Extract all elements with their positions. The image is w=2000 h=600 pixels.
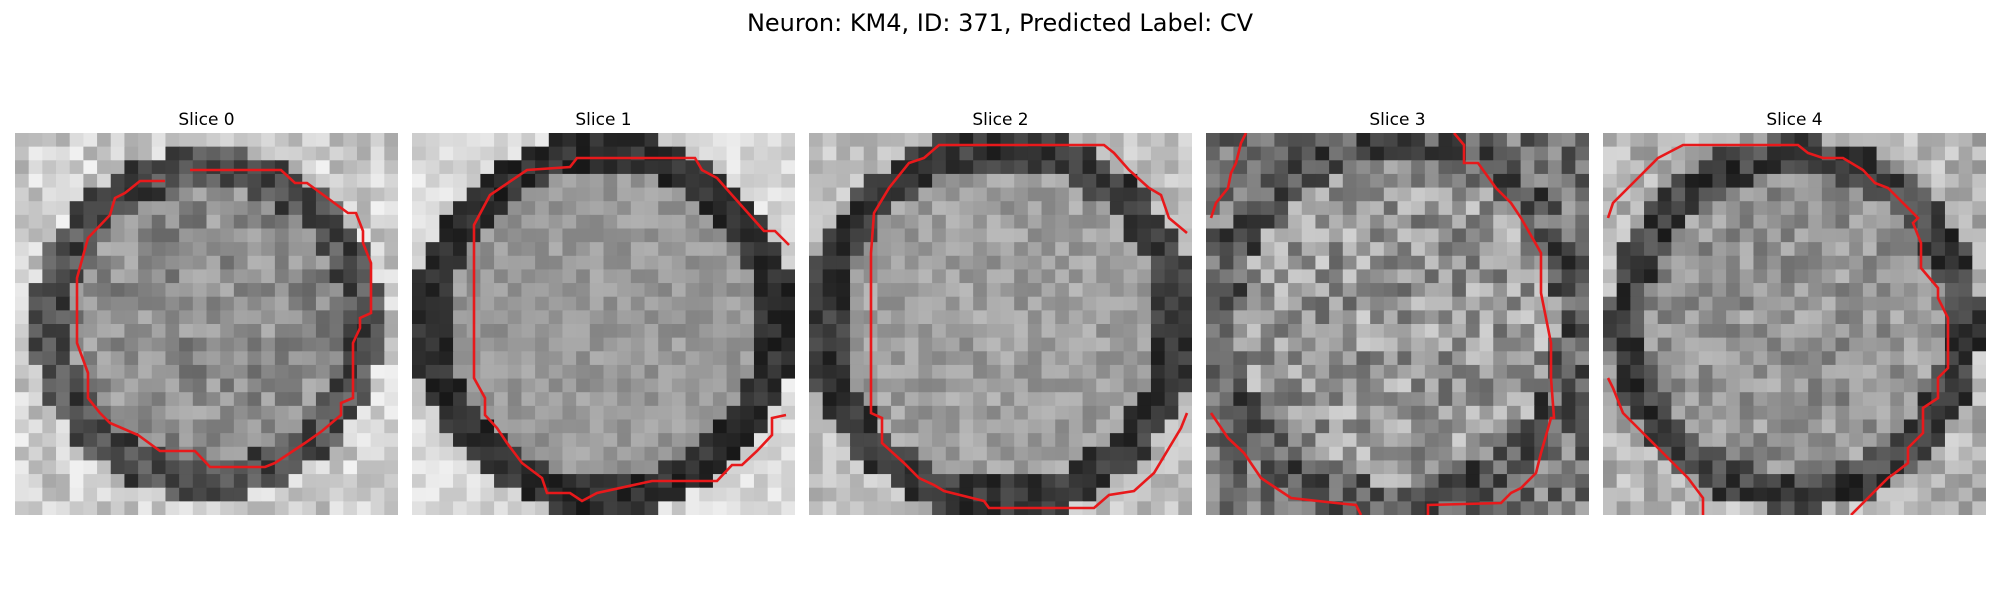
slice-panel-0: Slice 0 [15, 108, 398, 515]
grayscale-texture [412, 133, 795, 515]
slice-panel-4: Slice 4 [1603, 108, 1986, 515]
contour-line [869, 143, 1189, 510]
contour-line [1606, 143, 1950, 515]
grayscale-texture [1603, 133, 1986, 515]
contour-line [1426, 133, 1556, 515]
contour-line [1209, 412, 1363, 515]
slice-image-3 [1206, 133, 1589, 515]
grayscale-texture [809, 133, 1192, 515]
slice-title-1: Slice 1 [575, 110, 632, 130]
slice-title-3: Slice 3 [1369, 110, 1426, 130]
slice-title-0: Slice 0 [178, 110, 235, 130]
slice-title-2: Slice 2 [972, 110, 1029, 130]
slice-panel-1: Slice 1 [412, 108, 795, 515]
figure-title: Neuron: KM4, ID: 371, Predicted Label: C… [746, 9, 1254, 37]
contour-line [472, 156, 790, 503]
slice-image-1 [412, 133, 795, 515]
slice-panel-2: Slice 2 [809, 108, 1192, 515]
slice-image-4 [1603, 133, 1986, 515]
slice-image-0 [15, 133, 398, 515]
slice-image-2 [809, 133, 1192, 515]
grayscale-texture [15, 133, 398, 515]
slice-title-4: Slice 4 [1766, 110, 1823, 130]
contour-line [75, 168, 373, 469]
contour-line [1209, 133, 1248, 219]
grayscale-texture [1206, 133, 1589, 515]
slice-panel-3: Slice 3 [1206, 108, 1589, 515]
contour-line [1606, 377, 1705, 515]
